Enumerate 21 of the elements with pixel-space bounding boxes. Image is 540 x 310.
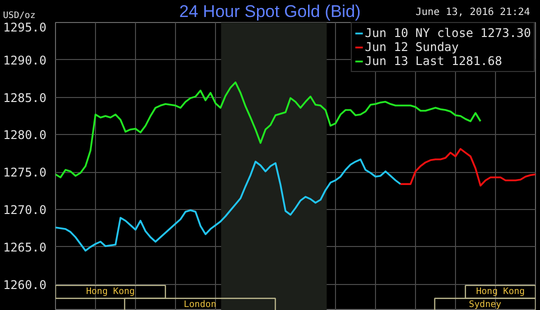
legend-label: Jun 10 NY close 1273.30 bbox=[364, 26, 531, 40]
y-axis-title: USD/oz bbox=[3, 10, 36, 22]
legend-label: Jun 13 Last 1281.68 bbox=[364, 54, 502, 68]
line-series bbox=[56, 158, 402, 252]
y-tick-label: 1275.0 bbox=[3, 166, 47, 180]
line-series bbox=[400, 148, 536, 186]
line-series bbox=[56, 81, 482, 178]
y-tick-label: 1295.0 bbox=[3, 20, 47, 34]
y-tick-label: 1260.0 bbox=[3, 278, 47, 292]
annotation: Sydney bbox=[468, 300, 502, 310]
y-tick-label: 1290.0 bbox=[3, 53, 47, 68]
y-tick-label: 1280.0 bbox=[3, 128, 47, 142]
y-tick-label: 1265.0 bbox=[3, 240, 47, 254]
chart-title: 24 Hour Spot Gold (Bid) bbox=[179, 2, 361, 21]
annotation: Hong Kong bbox=[476, 286, 525, 297]
y-tick-label: 1285.0 bbox=[3, 90, 47, 105]
annotation: London bbox=[184, 300, 216, 310]
legend-label: Jun 12 Sunday bbox=[364, 40, 459, 54]
text: June 13, 2016 21:24 bbox=[416, 6, 530, 20]
y-tick-label: 1270.0 bbox=[3, 203, 47, 218]
annotation: Hong Kong bbox=[86, 286, 135, 297]
